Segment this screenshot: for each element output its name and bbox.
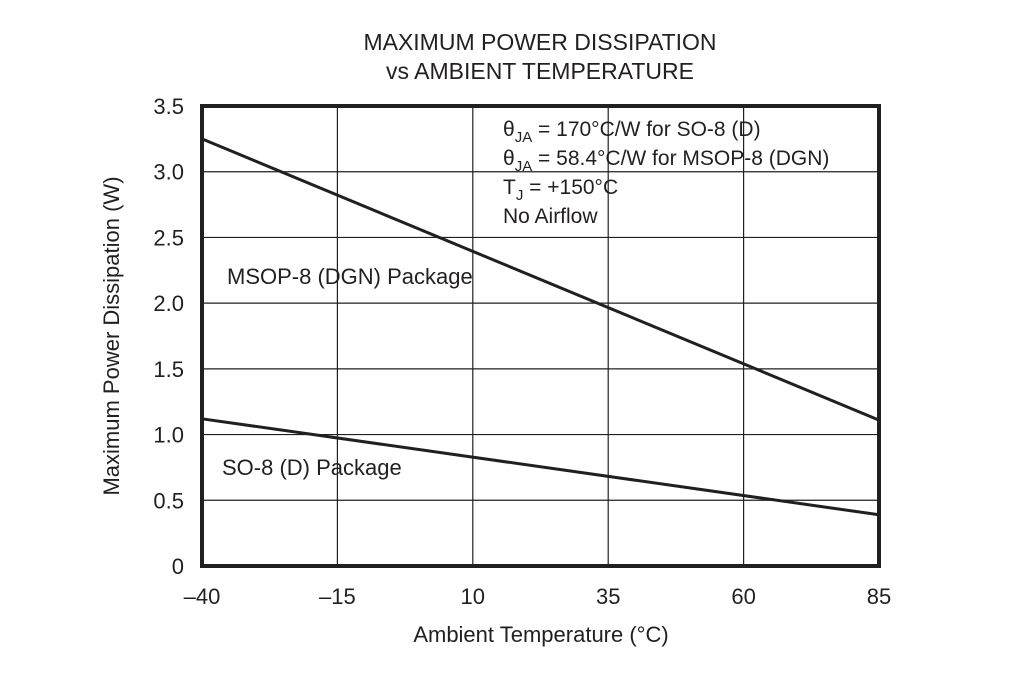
annotation-line-4: No Airflow bbox=[503, 205, 598, 228]
annotation-1-subscript: JA bbox=[515, 129, 533, 146]
x-axis-label: Ambient Temperature (°C) bbox=[413, 622, 668, 647]
y-tick-label: 1.5 bbox=[153, 357, 184, 382]
gridlines bbox=[202, 106, 879, 566]
series-label-msop8: MSOP-8 (DGN) Package bbox=[227, 264, 473, 289]
annotation-3-text: = +150°C bbox=[523, 176, 618, 199]
annotation-3-symbol: T bbox=[503, 176, 516, 199]
annotation-block: θJA = 170°C/W for SO-8 (D) θJA = 58.4°C/… bbox=[503, 118, 829, 228]
annotation-2-text: = 58.4°C/W for MSOP-8 (DGN) bbox=[532, 147, 829, 170]
series-lines bbox=[201, 137, 880, 517]
x-tick-label: 85 bbox=[867, 584, 891, 609]
x-tick-label: 60 bbox=[731, 584, 755, 609]
y-tick-label: 0 bbox=[172, 554, 184, 579]
annotation-3-subscript: J bbox=[516, 187, 524, 204]
series-line-so8 bbox=[201, 417, 880, 517]
chart-title-line1: MAXIMUM POWER DISSIPATION bbox=[363, 29, 716, 55]
annotation-line-2: θJA = 58.4°C/W for MSOP-8 (DGN) bbox=[503, 147, 829, 175]
tick-labels: –40 –15 10 35 60 85 0 0.5 1.0 1.5 2.0 2.5 3.0 3.5 bbox=[153, 94, 891, 609]
x-tick-label: –40 bbox=[184, 584, 221, 609]
annotation-line-3: TJ = +150°C bbox=[503, 176, 618, 204]
annotation-1-symbol: θ bbox=[503, 118, 515, 141]
y-axis-label: Maximum Power Dissipation (W) bbox=[99, 176, 124, 495]
y-tick-label: 2.5 bbox=[153, 225, 184, 250]
annotation-1-text: = 170°C/W for SO-8 (D) bbox=[532, 118, 760, 141]
x-tick-label: –15 bbox=[319, 584, 356, 609]
y-tick-label: 3.0 bbox=[153, 160, 184, 185]
series-line-msop8 bbox=[201, 137, 880, 422]
plot-frame bbox=[200, 104, 881, 568]
annotation-2-symbol: θ bbox=[503, 147, 515, 170]
x-tick-label: 10 bbox=[461, 584, 485, 609]
chart-title-line2: vs AMBIENT TEMPERATURE bbox=[386, 58, 694, 84]
series-label-so8: SO-8 (D) Package bbox=[222, 455, 402, 480]
y-tick-label: 1.0 bbox=[153, 423, 184, 448]
annotation-2-subscript: JA bbox=[515, 158, 533, 175]
y-tick-label: 3.5 bbox=[153, 94, 184, 119]
annotation-line-1: θJA = 170°C/W for SO-8 (D) bbox=[503, 118, 761, 146]
y-tick-label: 0.5 bbox=[153, 488, 184, 513]
y-tick-label: 2.0 bbox=[153, 291, 184, 316]
x-tick-label: 35 bbox=[596, 584, 620, 609]
